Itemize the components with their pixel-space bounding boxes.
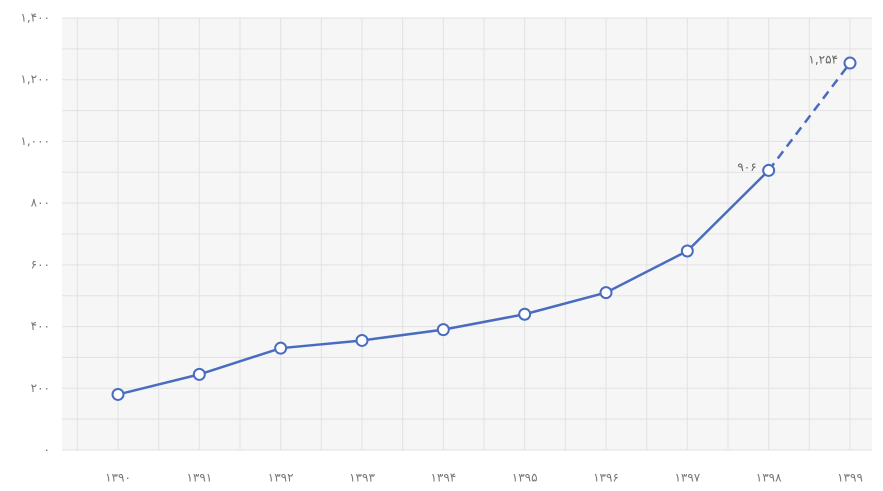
x-tick-label: ۱۳۹۵	[512, 471, 538, 485]
value-label: ۹۰۶	[737, 160, 756, 174]
x-tick-label: ۱۳۹۲	[268, 471, 294, 485]
y-tick-label: ۱,۴۰۰	[20, 11, 50, 25]
point	[357, 335, 368, 346]
x-tick-label: ۱۳۹۷	[674, 471, 700, 485]
y-tick-label: ۰	[44, 443, 50, 457]
point	[682, 245, 693, 256]
x-tick-label: ۱۳۹۰	[105, 471, 131, 485]
point	[194, 369, 205, 380]
point	[113, 389, 124, 400]
x-tick-label: ۱۳۹۱	[186, 471, 212, 485]
point	[519, 309, 530, 320]
y-tick-label: ۲۰۰	[31, 381, 50, 395]
point	[763, 165, 774, 176]
point	[438, 324, 449, 335]
y-tick-label: ۱,۲۰۰	[20, 72, 50, 86]
y-tick-label: ۱,۰۰۰	[20, 134, 50, 148]
x-tick-label: ۱۳۹۶	[593, 471, 619, 485]
value-label: ۱,۲۵۴	[808, 53, 838, 67]
point	[275, 343, 286, 354]
x-tick-label: ۱۳۹۹	[837, 471, 863, 485]
x-tick-label: ۱۳۹۸	[756, 471, 782, 485]
x-tick-label: ۱۳۹۴	[430, 471, 456, 485]
x-tick-label: ۱۳۹۳	[349, 471, 375, 485]
y-tick-label: ۶۰۰	[31, 257, 50, 271]
point	[601, 287, 612, 298]
y-tick-label: ۴۰۰	[31, 319, 50, 333]
point	[845, 58, 856, 69]
y-tick-label: ۸۰۰	[31, 196, 50, 210]
chart: ۰ ۲۰۰ ۴۰۰ ۶۰۰ ۸۰۰ ۱,۰۰۰ ۱,۲۰۰ ۱,۴۰۰ ۱۳۹۰ ۱۳۹۱ ۱۳۹۲…	[0, 0, 883, 491]
